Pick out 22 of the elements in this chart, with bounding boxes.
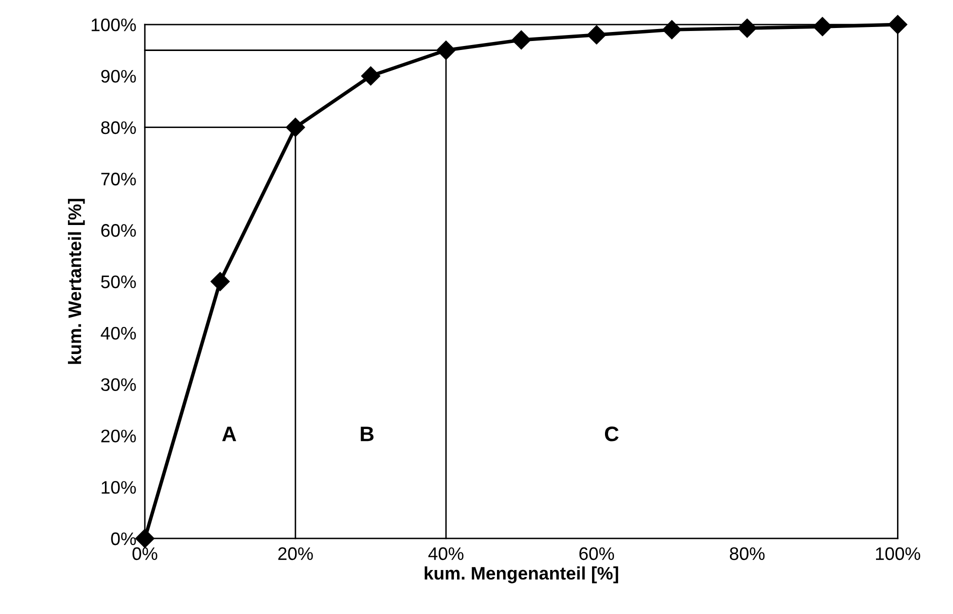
y-tick-label: 100% [92,18,136,32]
x-tick-label: 20% [278,547,313,560]
y-tick-label: 90% [101,70,136,83]
x-axis-title: kum. Mengenanteil [%] [424,566,618,584]
y-tick-label: 50% [101,275,136,288]
x-tick-label: 40% [428,547,464,560]
x-tick-label: 80% [730,547,765,560]
annotation: B [360,426,374,442]
y-tick-label: 20% [101,430,136,442]
y-tick-label: 70% [101,172,136,186]
annotation: A [222,426,236,442]
annotation: C [604,426,619,442]
x-tick-label: 60% [579,547,614,560]
y-axis-title: kum. Wertanteil [%] [68,198,85,364]
y-tick-label: 0% [111,532,136,546]
x-tick-label: 0% [132,547,158,560]
y-tick-label: 10% [102,481,136,494]
x-tick-label: 100% [876,547,920,560]
y-tick-label: 30% [101,378,136,392]
y-tick-label: 80% [101,121,136,134]
y-tick-label: 40% [100,326,136,340]
y-tick-label: 60% [101,224,136,237]
